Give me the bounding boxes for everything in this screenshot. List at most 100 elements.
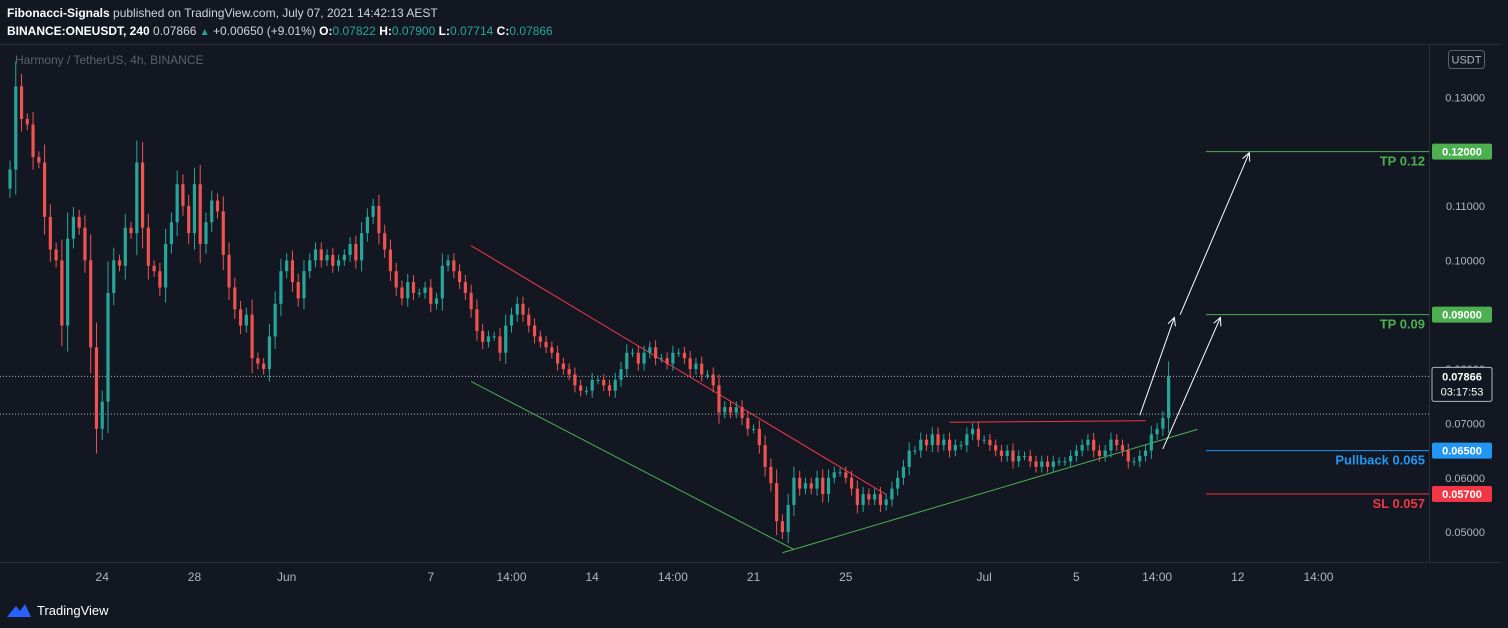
candle-body: [544, 341, 548, 348]
candle-body: [308, 260, 312, 272]
candle-body: [509, 314, 514, 326]
candle-body: [285, 260, 289, 272]
last-price-label: 0.07866: [1442, 371, 1482, 383]
level-price-badge: 0.06500: [1432, 442, 1492, 459]
time-axis-labels: 24 28 Jun 7 14:00 14 14:00 21 25 Jul 5 14:00 12 14:00: [96, 570, 1334, 584]
projection-arrow: [1139, 316, 1176, 416]
candle-body: [1143, 450, 1148, 457]
candle-body: [31, 124, 35, 158]
level-price-badge: 0.12000: [1432, 143, 1492, 160]
symbol-label[interactable]: BINANCE:ONEUSDT, 240: [7, 24, 150, 38]
candle-body: [965, 434, 969, 446]
candle-body: [919, 439, 923, 451]
low-value: 0.07714: [449, 24, 494, 38]
candle-body: [452, 260, 456, 272]
candle-body: [751, 428, 756, 430]
candle-body: [832, 472, 836, 478]
footer-brand[interactable]: TradingView: [7, 600, 109, 620]
candle-body: [1005, 450, 1009, 457]
price-tick-label: 0.06000: [1445, 473, 1485, 485]
candle-body: [532, 325, 537, 337]
time-tick-label: 14: [586, 570, 600, 584]
symbol-info: BINANCE:ONEUSDT, 240 0.07866 ▲ +0.00650 …: [7, 22, 553, 42]
chart-title: Harmony / TetherUS, 4h, BINANCE: [15, 53, 204, 67]
candle-body: [1109, 439, 1113, 451]
candle-body: [267, 336, 271, 370]
candle-body: [42, 162, 47, 217]
last-value: 0.07866: [153, 24, 197, 38]
candle-body: [659, 358, 663, 360]
price-chart[interactable]: TP 0.12 TP 0.09 Pullback 0.065 SL 0.057 0.1…: [0, 44, 1500, 590]
candle-body: [942, 439, 946, 446]
candle-body: [982, 439, 986, 441]
candle-body: [556, 352, 560, 364]
candle-body: [769, 466, 773, 484]
candle-body: [907, 450, 911, 467]
candle-body: [146, 227, 150, 266]
price-badges: 0.12000 0.09000 0.06500 0.05700 0.07866 03:17…: [1431, 143, 1493, 503]
arrow-shaft: [1139, 317, 1175, 416]
arrow-head: [1242, 151, 1251, 162]
candle-body: [406, 282, 410, 299]
candle-body: [123, 227, 127, 266]
candle-body: [527, 314, 531, 326]
time-tick-label: 14:00: [496, 570, 526, 584]
tradingview-logo-icon: [7, 604, 31, 617]
price-tick-label: 0.10000: [1445, 255, 1485, 267]
candle-body: [331, 254, 335, 266]
candle-body: [884, 499, 888, 505]
candle-body: [1028, 456, 1032, 462]
candle-body: [1092, 439, 1096, 451]
currency-badge[interactable]: USDT: [1448, 50, 1485, 69]
author-name[interactable]: Fibonacci-Signals: [7, 6, 110, 20]
candle-body: [705, 374, 710, 376]
candle-body: [238, 309, 243, 326]
time-tick-label: Jul: [976, 570, 991, 584]
candle-body: [475, 309, 479, 331]
candle-body: [567, 369, 571, 375]
candle-body: [878, 494, 882, 505]
candle-body: [94, 347, 99, 429]
candle-body: [411, 282, 416, 293]
candle-body: [244, 314, 248, 326]
time-tick-label: 5: [1073, 570, 1080, 584]
candle-body: [434, 298, 439, 304]
candle-body: [515, 303, 519, 315]
price-tick-label: 0.07000: [1445, 418, 1485, 430]
candle-body: [930, 434, 934, 446]
candle-body: [8, 169, 12, 189]
candle-body: [360, 233, 364, 261]
candle-body: [584, 390, 589, 392]
candle-body: [175, 184, 179, 223]
arrow-head: [1167, 316, 1176, 327]
candle-body: [371, 205, 375, 217]
candle-body: [953, 445, 957, 451]
candle-body: [77, 216, 81, 228]
candle-body: [1069, 456, 1073, 462]
candle-body: [901, 466, 906, 478]
chart-panel[interactable]: TP 0.12 TP 0.09 Pullback 0.065 SL 0.057 0.1…: [0, 44, 1500, 590]
candle-body: [855, 488, 859, 505]
candle-body: [665, 358, 669, 364]
candle-body: [354, 244, 358, 261]
candle-body: [1138, 456, 1142, 462]
candle-body: [273, 303, 277, 337]
level-lines: TP 0.12 TP 0.09 Pullback 0.065 SL 0.057: [1206, 151, 1429, 511]
candle-body: [849, 477, 854, 489]
candle-body: [19, 86, 24, 120]
candle-body: [158, 271, 162, 288]
candle-body: [48, 216, 52, 250]
trendline: [949, 420, 1146, 423]
candle-body: [723, 407, 727, 413]
candle-body: [924, 439, 929, 446]
candle-body: [492, 336, 496, 338]
candle-body: [215, 200, 220, 212]
candle-body: [440, 265, 444, 299]
candle-body: [653, 347, 658, 359]
projection-arrows: [1139, 151, 1251, 450]
candle-body: [1120, 445, 1125, 451]
candle-body: [313, 249, 318, 261]
level-label: Pullback 0.065: [1335, 453, 1425, 468]
candle-body: [290, 260, 295, 283]
candle-body: [561, 363, 565, 370]
